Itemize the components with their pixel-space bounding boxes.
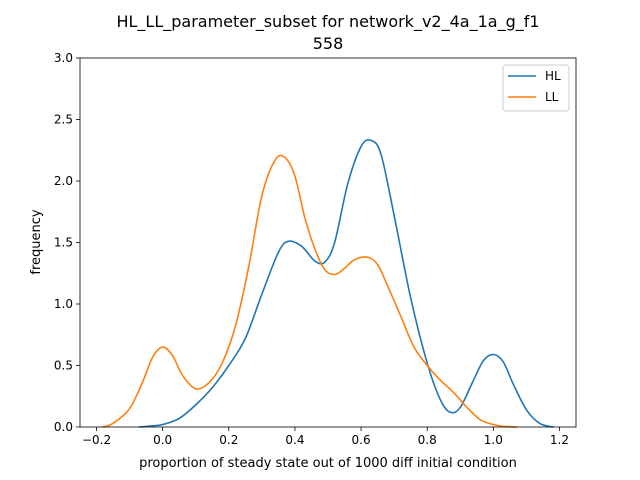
series-line-ll [102, 154, 518, 428]
x-tick-label: 0.0 [153, 433, 172, 447]
plot-area: −0.2 0.0 0.2 0.4 0.6 0.8 1.0 1.2 0.0 0.5 1.0 1.5 2.… [54, 51, 577, 447]
x-tick-label: 0.4 [285, 433, 304, 447]
x-tick-label: 0.6 [352, 433, 371, 447]
legend-label-ll: LL [545, 90, 559, 104]
series-line-hl [138, 139, 554, 428]
x-tick-label: 0.8 [418, 433, 437, 447]
x-axis-ticks: −0.2 0.0 0.2 0.4 0.6 0.8 1.0 1.2 [82, 427, 569, 447]
y-tick-label: 0.0 [54, 420, 73, 434]
y-tick-label: 1.0 [54, 297, 73, 311]
x-axis-label: proportion of steady state out of 1000 d… [139, 456, 517, 471]
x-tick-label: 0.2 [219, 433, 238, 447]
chart-title-line2: 558 [313, 34, 344, 53]
legend: HL LL [502, 64, 570, 112]
x-tick-label: 1.0 [484, 433, 503, 447]
y-axis-label: frequency [29, 209, 44, 275]
x-tick-label: 1.2 [550, 433, 569, 447]
y-tick-label: 1.5 [54, 236, 73, 250]
y-tick-label: 3.0 [54, 51, 73, 65]
y-tick-label: 0.5 [54, 359, 73, 373]
chart-title-line1: HL_LL_parameter_subset for network_v2_4a… [116, 12, 539, 32]
series-layer [102, 139, 554, 428]
y-tick-label: 2.5 [54, 113, 73, 127]
y-tick-label: 2.0 [54, 174, 73, 188]
x-tick-label: −0.2 [82, 433, 111, 447]
y-axis-ticks: 0.0 0.5 1.0 1.5 2.0 2.5 3.0 [54, 51, 80, 434]
legend-label-hl: HL [545, 69, 561, 83]
